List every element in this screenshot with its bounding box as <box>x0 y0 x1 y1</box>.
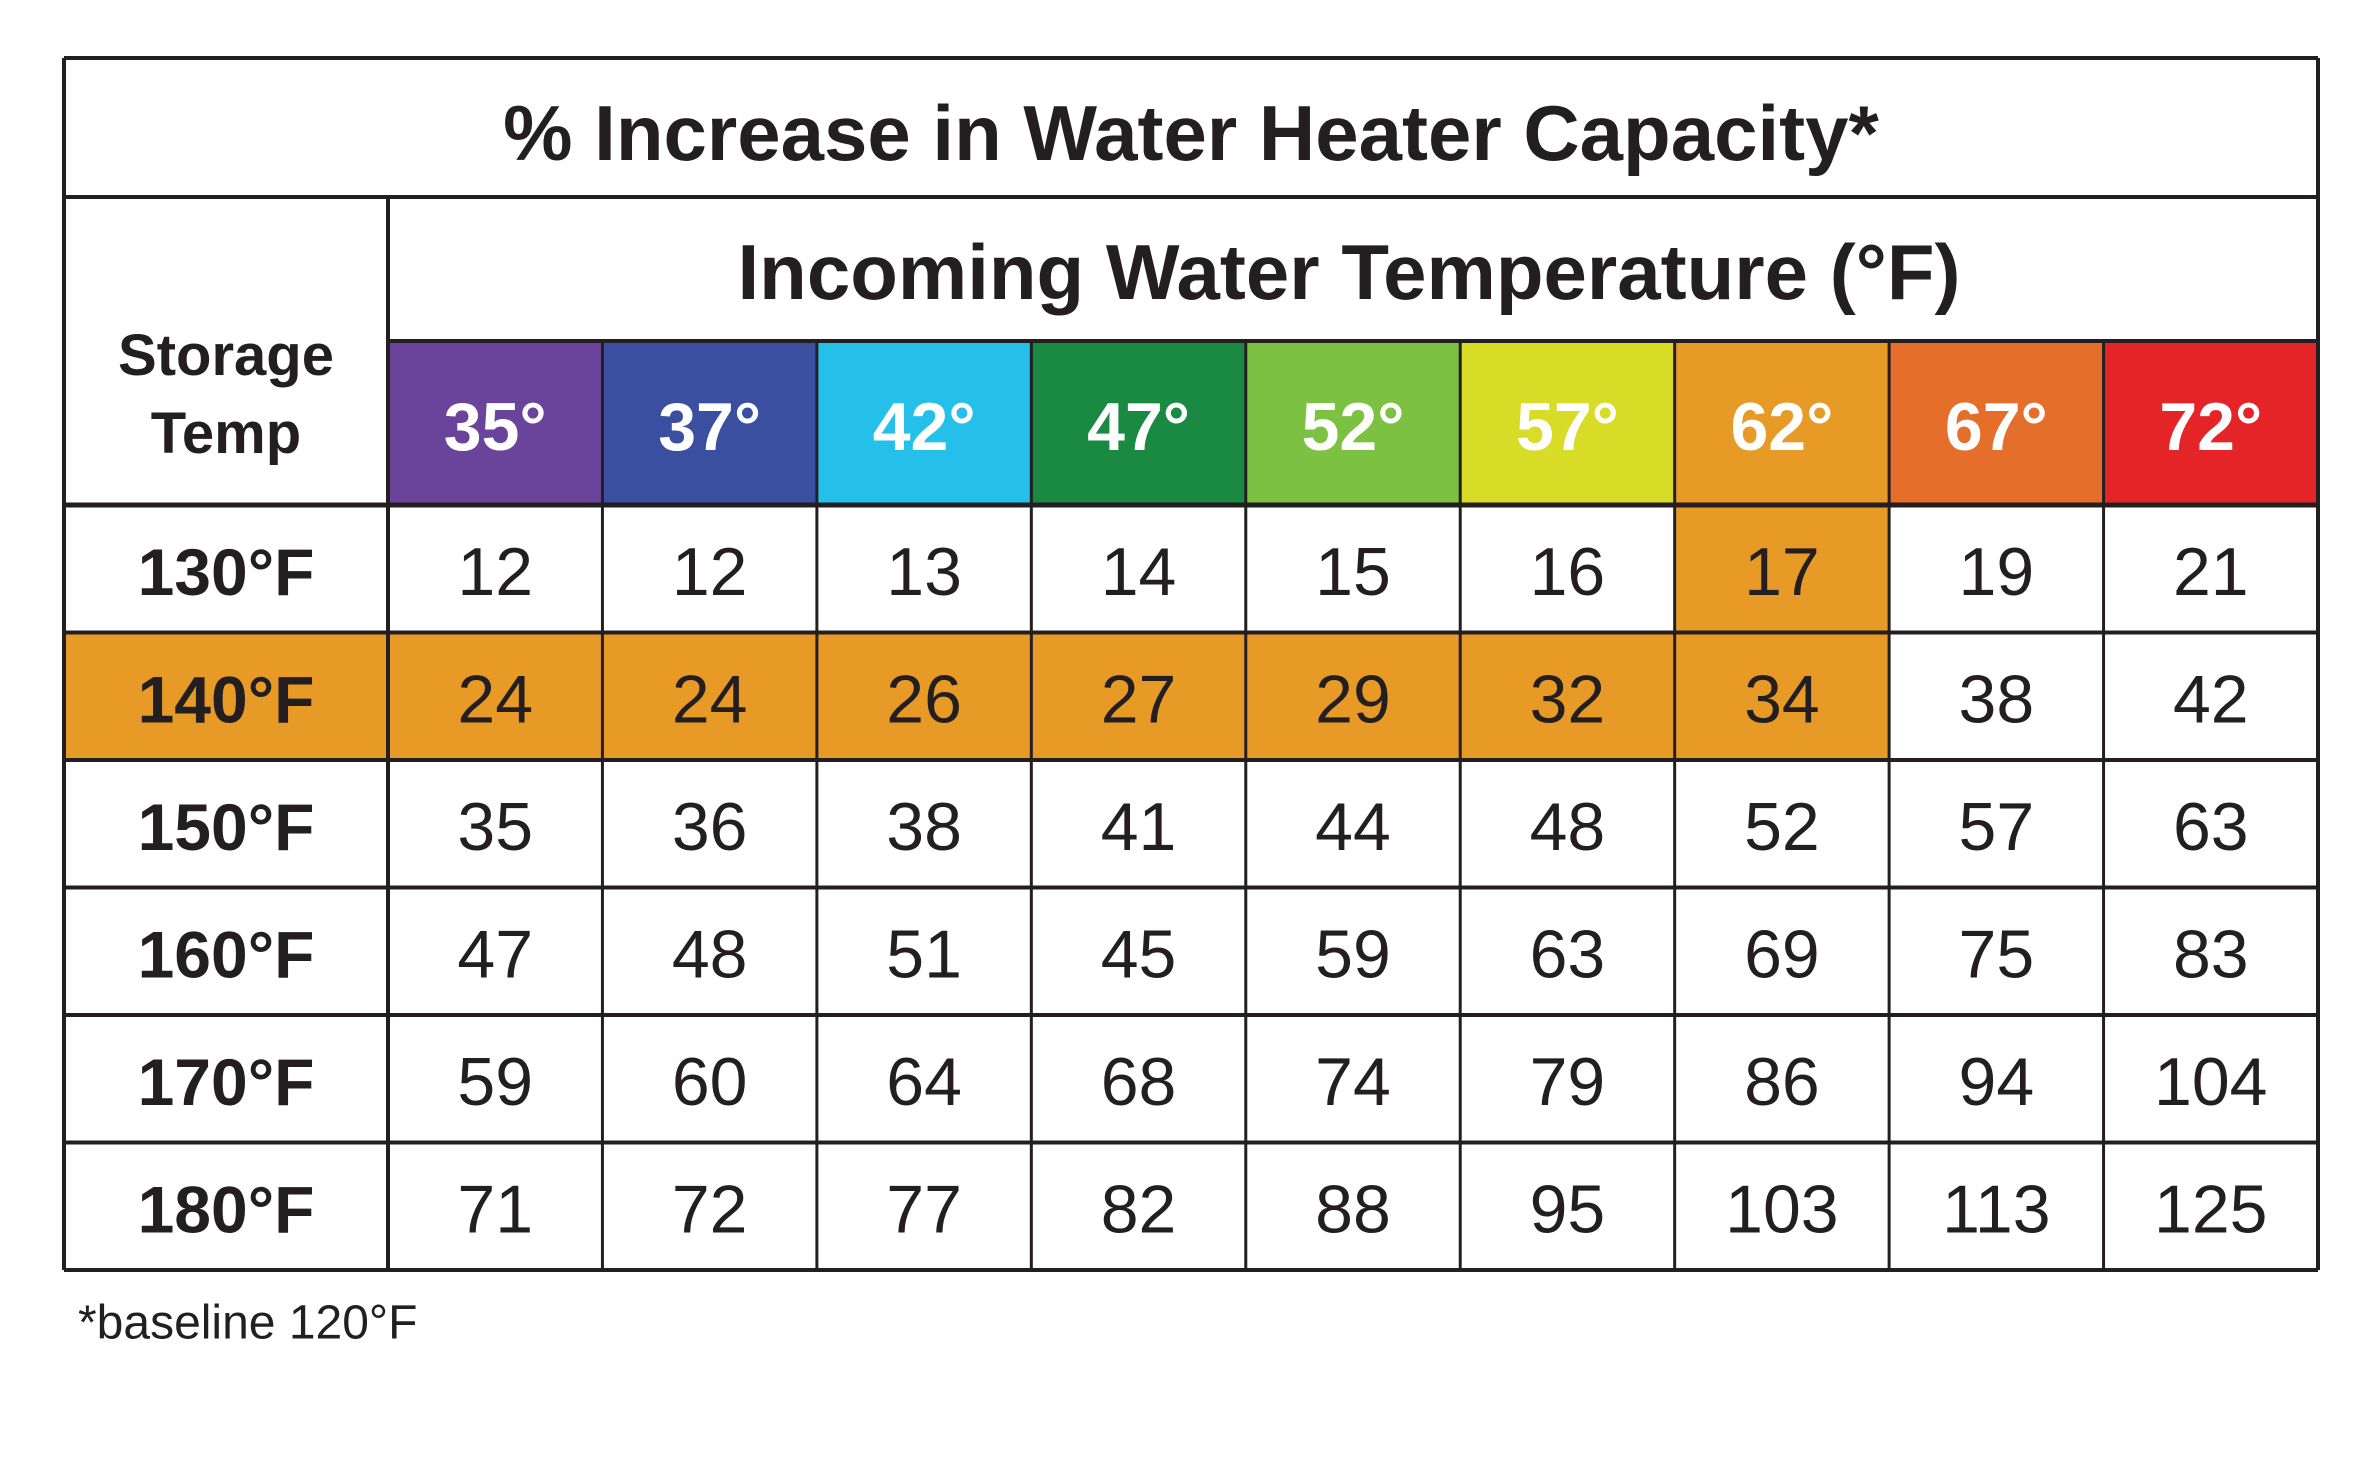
cell-value: 59 <box>1315 916 1391 992</box>
cell-value: 79 <box>1530 1044 1606 1120</box>
cell-value: 75 <box>1959 916 2035 992</box>
cell-value: 13 <box>886 534 962 610</box>
cell-value: 34 <box>1744 661 1820 737</box>
temperature-header-label: 67° <box>1945 389 2048 465</box>
temperature-header-cell <box>602 341 817 505</box>
row-label: 140°F <box>138 662 315 736</box>
cell-value: 125 <box>2154 1171 2267 1247</box>
cell-value: 32 <box>1530 661 1606 737</box>
temperature-header-cell <box>1674 341 1890 505</box>
cell-value: 27 <box>1101 661 1177 737</box>
row-label: 170°F <box>138 1045 315 1119</box>
temperature-header-cell <box>1889 341 2104 505</box>
cell-value: 15 <box>1315 534 1391 610</box>
temperature-header-cell <box>1245 341 1461 505</box>
table-title: % Increase in Water Heater Capacity* <box>503 89 1879 177</box>
cell-value: 94 <box>1959 1044 2035 1120</box>
cell-value: 12 <box>457 534 533 610</box>
cell-value: 38 <box>886 789 962 865</box>
temperature-header-label: 42° <box>873 389 976 465</box>
highlight-cell <box>388 632 603 760</box>
cell-value: 26 <box>886 661 962 737</box>
cell-value: 72 <box>672 1171 748 1247</box>
temperature-header-label: 35° <box>444 389 547 465</box>
temperature-header-cell <box>2103 341 2318 505</box>
highlight-cell <box>1674 632 1890 760</box>
column-group-header: Incoming Water Temperature (°F) <box>738 228 1961 316</box>
cell-value: 86 <box>1744 1044 1820 1120</box>
temperature-header-label: 47° <box>1087 389 1190 465</box>
cell-value: 64 <box>886 1044 962 1120</box>
cell-value: 24 <box>457 661 533 737</box>
cell-value: 45 <box>1101 916 1177 992</box>
cell-value: 29 <box>1315 661 1391 737</box>
cell-value: 63 <box>1530 916 1606 992</box>
cell-value: 74 <box>1315 1044 1391 1120</box>
temperature-header-cell <box>388 341 603 505</box>
cell-value: 41 <box>1101 789 1177 865</box>
cell-value: 77 <box>886 1171 962 1247</box>
cell-value: 57 <box>1959 789 2035 865</box>
cell-value: 60 <box>672 1044 748 1120</box>
cell-value: 12 <box>672 534 748 610</box>
temperature-header-cell <box>1460 341 1675 505</box>
cell-value: 59 <box>457 1044 533 1120</box>
cell-value: 52 <box>1744 789 1820 865</box>
highlight-cell <box>1245 632 1461 760</box>
cell-value: 14 <box>1101 534 1177 610</box>
cell-value: 82 <box>1101 1171 1177 1247</box>
row-label: 160°F <box>138 917 315 991</box>
cell-value: 95 <box>1530 1171 1606 1247</box>
temperature-header-cell <box>1031 341 1246 505</box>
highlight-cell <box>64 632 388 760</box>
highlight-cell <box>1460 632 1675 760</box>
cell-value: 71 <box>457 1171 533 1247</box>
cell-value: 48 <box>1530 789 1606 865</box>
cell-value: 17 <box>1744 534 1820 610</box>
highlight-cell <box>1674 505 1890 633</box>
cell-value: 19 <box>1959 534 2035 610</box>
cell-value: 21 <box>2173 534 2249 610</box>
footnote: *baseline 120°F <box>78 1297 417 1350</box>
cell-value: 24 <box>672 661 748 737</box>
row-label: 130°F <box>138 535 315 609</box>
row-header: Storage Temp <box>118 323 334 466</box>
cell-value: 68 <box>1101 1044 1177 1120</box>
cell-value: 42 <box>2173 661 2249 737</box>
temperature-header-label: 57° <box>1516 389 1619 465</box>
temperature-header-label: 72° <box>2159 389 2262 465</box>
cell-value: 36 <box>672 789 748 865</box>
cell-value: 44 <box>1315 789 1391 865</box>
cell-value: 38 <box>1959 661 2035 737</box>
cell-value: 63 <box>2173 789 2249 865</box>
cell-value: 83 <box>2173 916 2249 992</box>
cell-value: 48 <box>672 916 748 992</box>
cell-value: 35 <box>457 789 533 865</box>
row-label: 180°F <box>138 1172 315 1246</box>
cell-value: 16 <box>1530 534 1606 610</box>
cell-value: 113 <box>1942 1171 2050 1247</box>
highlight-cell <box>1031 632 1246 760</box>
temperature-header-label: 52° <box>1302 389 1405 465</box>
cell-value: 51 <box>886 916 962 992</box>
row-label: 150°F <box>138 790 315 864</box>
cell-value: 103 <box>1725 1171 1838 1247</box>
highlight-cell <box>816 632 1032 760</box>
cell-value: 47 <box>457 916 533 992</box>
cell-value: 104 <box>2154 1044 2267 1120</box>
temperature-header-cell <box>816 341 1032 505</box>
highlight-cell <box>602 632 817 760</box>
cell-value: 69 <box>1744 916 1820 992</box>
cell-value: 88 <box>1315 1171 1391 1247</box>
temperature-header-label: 37° <box>658 389 761 465</box>
temperature-header-label: 62° <box>1730 389 1833 465</box>
